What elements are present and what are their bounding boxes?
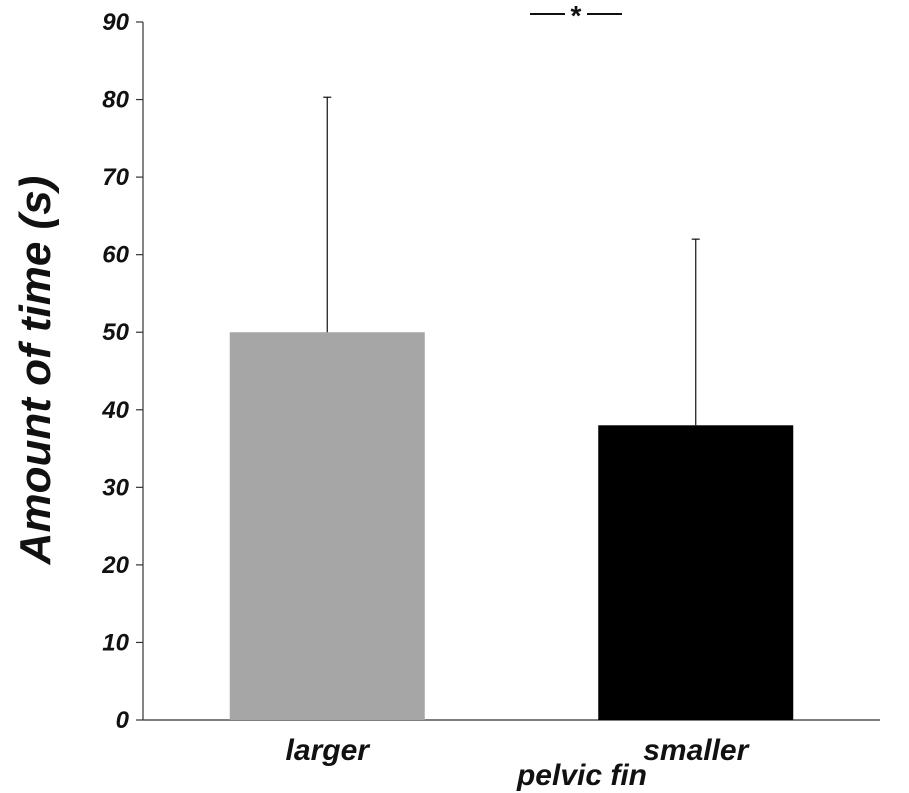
y-tick-label: 40 (101, 397, 129, 424)
y-tick-label: 80 (102, 87, 129, 114)
y-tick-label: 50 (102, 319, 129, 346)
y-axis-title: Amount of time (s) (11, 176, 60, 566)
y-tick-label: 70 (102, 164, 129, 191)
bars (229, 332, 794, 720)
y-axis: 0 10 20 30 40 50 60 70 80 90 (101, 9, 144, 734)
bar-smaller (598, 425, 794, 720)
y-tick-label: 10 (102, 629, 129, 656)
significance-marker: * (530, 0, 622, 31)
x-axis-title: pelvic fin (516, 759, 647, 792)
y-tick-label: 90 (102, 9, 129, 36)
category-label-smaller: smaller (643, 734, 750, 767)
y-tick-label: 30 (102, 474, 129, 501)
category-labels: larger smaller (286, 734, 751, 767)
y-tick-label: 60 (102, 242, 129, 269)
category-label-larger: larger (286, 734, 372, 767)
significance-label: * (571, 0, 582, 31)
bar-larger (229, 332, 425, 720)
y-tick-label: 20 (101, 552, 129, 579)
y-tick-label: 0 (116, 707, 130, 734)
error-bars (323, 96, 700, 426)
